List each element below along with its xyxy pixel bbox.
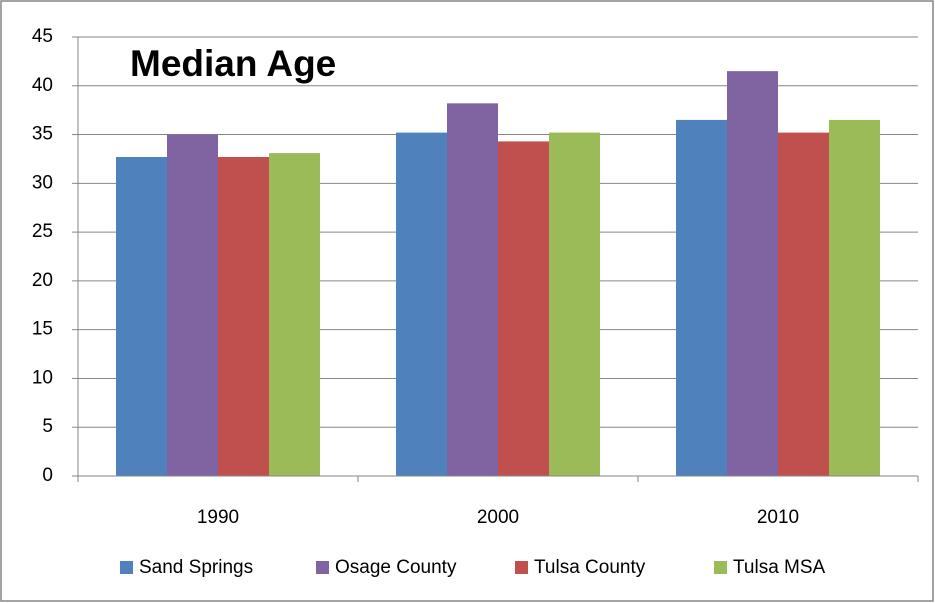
bar bbox=[829, 119, 880, 476]
legend-swatch bbox=[714, 561, 727, 574]
y-tick-label: 25 bbox=[32, 221, 53, 242]
bar bbox=[116, 156, 167, 476]
legend-label: Sand Springs bbox=[139, 557, 253, 578]
bar bbox=[727, 71, 778, 477]
bar bbox=[218, 156, 269, 476]
y-tick-label: 0 bbox=[42, 465, 53, 486]
bar bbox=[676, 119, 727, 476]
legend-label: Tulsa MSA bbox=[733, 557, 826, 578]
bar bbox=[396, 132, 447, 477]
y-tick-label: 35 bbox=[32, 124, 53, 145]
bar bbox=[778, 132, 829, 477]
y-tick-label: 15 bbox=[32, 319, 53, 340]
x-tick-label: 1990 bbox=[197, 507, 239, 528]
y-tick-label: 10 bbox=[32, 367, 53, 388]
bar bbox=[447, 103, 498, 477]
y-tick-label: 20 bbox=[32, 270, 53, 291]
x-tick-label: 2000 bbox=[477, 507, 519, 528]
chart-title: Median Age bbox=[130, 43, 336, 84]
legend-swatch bbox=[316, 561, 329, 574]
legend-swatch bbox=[515, 561, 528, 574]
y-tick-label: 30 bbox=[32, 172, 53, 193]
legend-label: Tulsa County bbox=[534, 557, 646, 578]
bar bbox=[269, 153, 320, 476]
x-tick-label: 2010 bbox=[757, 507, 799, 528]
bar bbox=[549, 132, 600, 477]
legend-label: Osage County bbox=[335, 557, 457, 578]
y-tick-label: 45 bbox=[32, 26, 53, 47]
bar bbox=[498, 141, 549, 476]
y-tick-label: 40 bbox=[32, 75, 53, 96]
y-tick-label: 5 bbox=[42, 416, 53, 437]
bar bbox=[167, 134, 218, 477]
legend-swatch bbox=[120, 561, 133, 574]
